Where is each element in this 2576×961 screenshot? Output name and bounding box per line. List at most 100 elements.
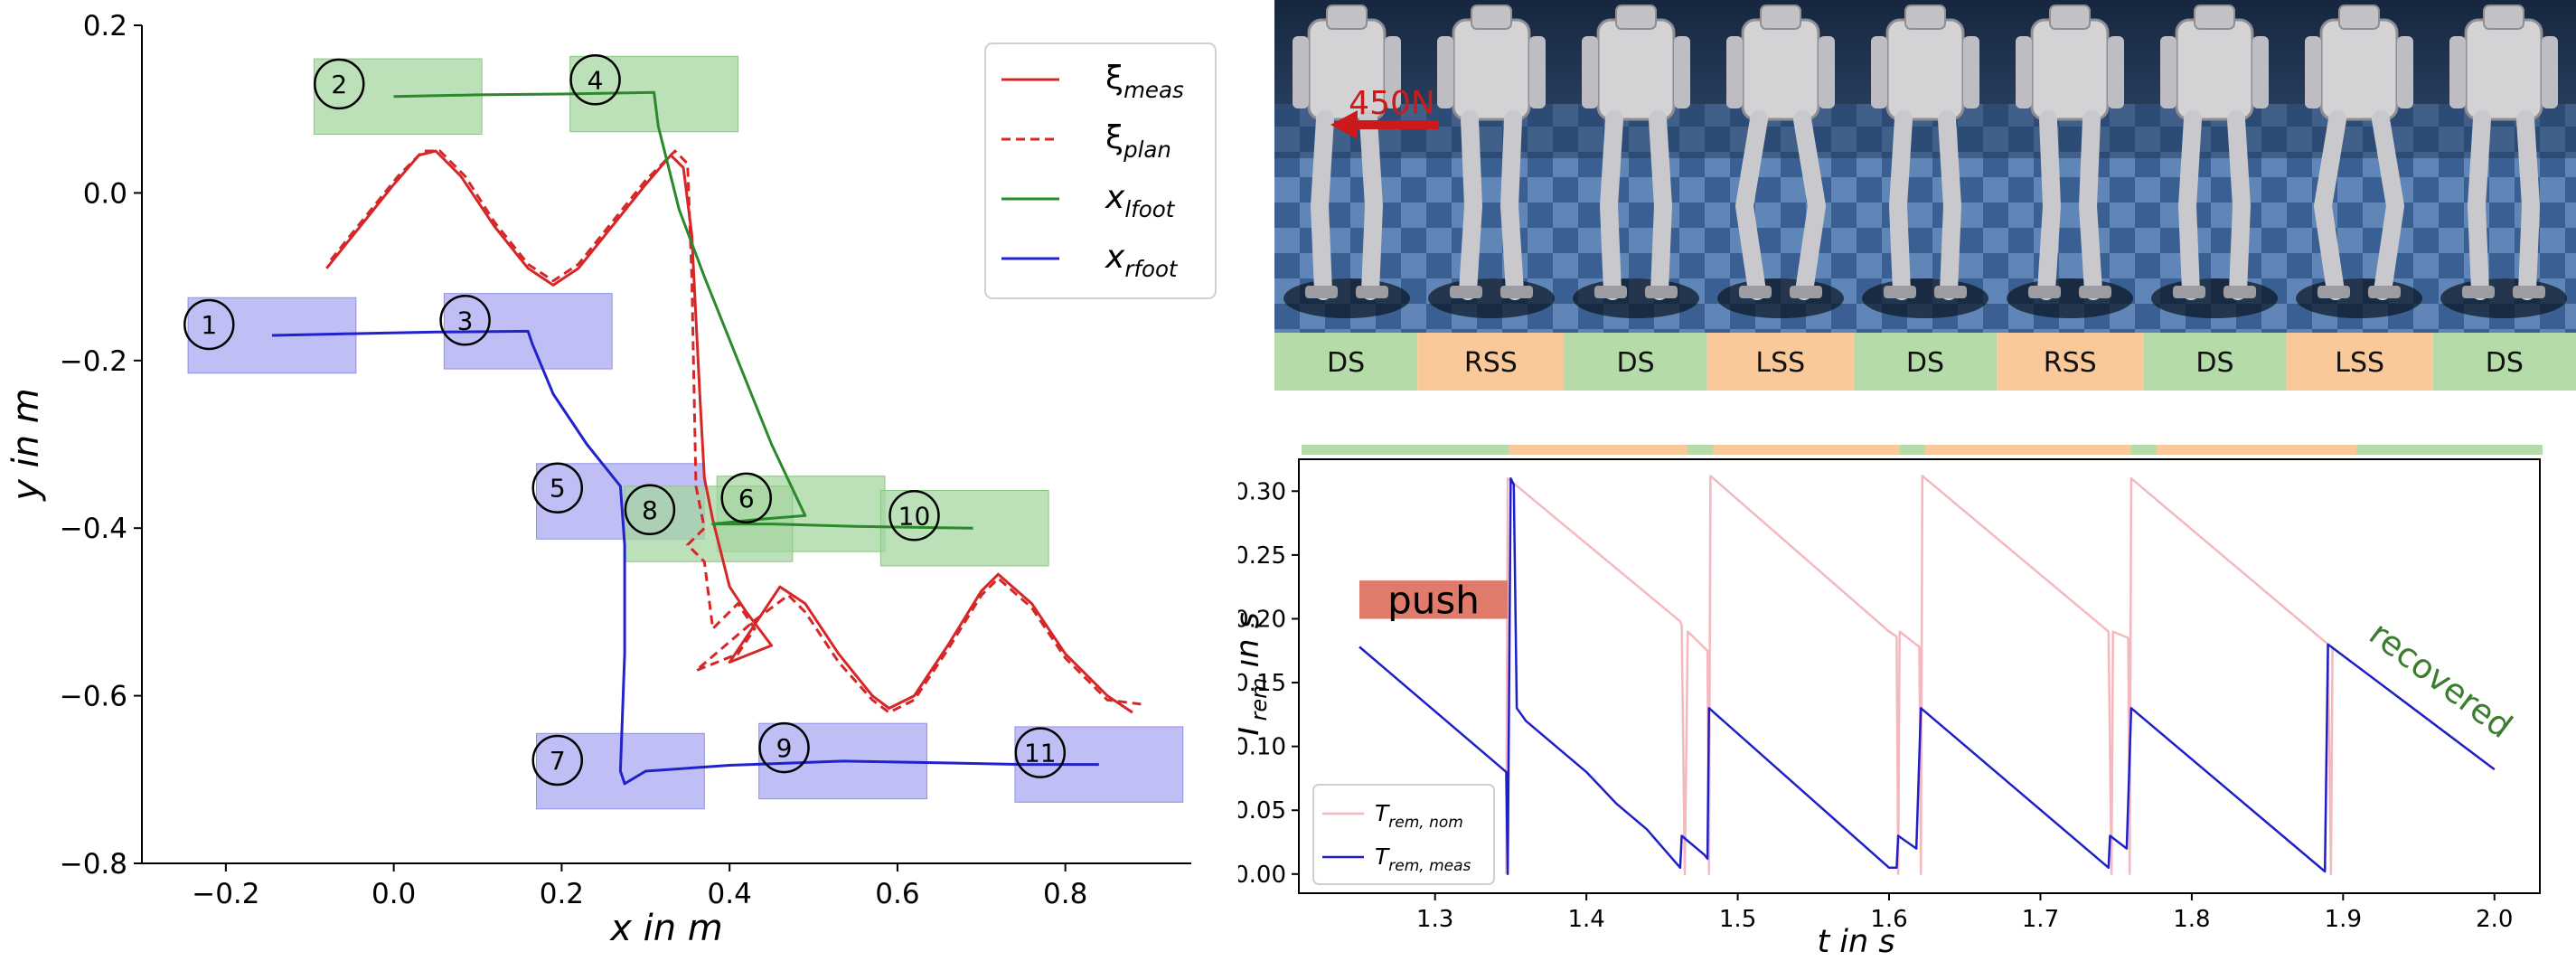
footstep-marker-3: [439, 295, 491, 346]
robot-foot-left: [1450, 286, 1482, 298]
phase-strip-3: [1687, 445, 1714, 455]
robot-leg-left: [2467, 110, 2491, 300]
phase-label-3: DS: [1616, 347, 1654, 379]
robot-shadow: [2296, 278, 2422, 318]
robot-head: [1326, 5, 1368, 30]
phase-label-7: DS: [2195, 347, 2233, 379]
phase-strip-8: [2157, 445, 2357, 455]
robot-foot-right: [1356, 286, 1388, 298]
robot-head: [2194, 5, 2235, 30]
robot-figure-3: [1573, 5, 1699, 318]
footstep-number-2: 2: [331, 70, 347, 99]
force-label: 450N: [1349, 85, 1435, 122]
robot-arm-left: [2160, 36, 2176, 108]
robot-arm-right: [1529, 36, 1546, 108]
x-tick-label: 1.4: [1567, 906, 1604, 933]
footstep-number-10: 10: [898, 501, 931, 531]
y-tick-label: 0.15: [1238, 670, 1286, 697]
legend-box: [1312, 784, 1495, 885]
phase-strip-1: [1302, 445, 1509, 455]
robot-leg-left: [2037, 110, 2062, 300]
robot-foot-right: [1934, 286, 1967, 298]
robot-shadow: [2151, 278, 2278, 318]
y-tick-label: 0.2: [83, 10, 127, 42]
robot-arm-left: [1437, 36, 1453, 108]
robot-head: [1471, 5, 1512, 30]
phase-cell-7: [2143, 333, 2287, 391]
x-tick-label: 1.8: [2173, 906, 2210, 933]
phase-cell-6: [1997, 333, 2144, 391]
x-tick-label: 0.6: [875, 878, 919, 910]
y-tick-label: −0.2: [60, 345, 127, 378]
robot-arm-left: [1871, 36, 1887, 108]
robot-torso: [1596, 18, 1676, 121]
legend-label-rfoot: xrfoot: [1105, 239, 1179, 282]
robot-figure-4: [1717, 5, 1844, 318]
series-line-T_rem_nom: [1505, 475, 2334, 876]
robot-arm-right: [1819, 36, 1835, 108]
robot-figure-6: [2007, 5, 2133, 318]
x-tick-label: 1.6: [1870, 906, 1907, 933]
robot-arm-right: [2108, 36, 2124, 108]
footstep-number-1: 1: [201, 310, 217, 340]
robot-arm-right: [2252, 36, 2269, 108]
robot-head: [1760, 5, 1801, 30]
robot-leg-right: [1793, 110, 1827, 300]
push-annotation-label: push: [1387, 578, 1480, 622]
robot-foot-left: [1305, 286, 1338, 298]
robot-torso: [1741, 18, 1820, 121]
legend-label-plan: ξplan: [1105, 119, 1171, 163]
legend-label-lfoot: xlfoot: [1105, 179, 1176, 222]
robot-arm-right: [1385, 36, 1401, 108]
robot-arm-left: [2449, 36, 2466, 108]
robot-figure-7: [2151, 5, 2278, 318]
phase-label-8: LSS: [2335, 347, 2384, 379]
y-tick-label: −0.4: [60, 513, 127, 545]
y-tick-label: 0.10: [1238, 734, 1286, 761]
robot-foot-left: [1884, 286, 1916, 298]
footstep-number-3: 3: [457, 306, 474, 335]
robot-head: [2338, 5, 2380, 30]
footstep-marker-9: [758, 721, 810, 774]
robot-leg-right: [1649, 110, 1673, 300]
phase-cell-1: [1274, 333, 1418, 391]
phase-strip-7: [2130, 445, 2158, 455]
phase-cell-5: [1853, 333, 1998, 391]
trajectory-chart: 1 2 3 4 5 6 7 8 9 10 11 −0.2 0.0 0.2 0.4 0.6 0.8 0.2 0.0 −0…: [5, 10, 1217, 949]
robot-foot-left: [2173, 286, 2205, 298]
robot-foot-right: [2513, 286, 2545, 298]
robot-foot-right: [2223, 286, 2256, 298]
footstep-marker-1: [183, 298, 235, 351]
robot-leg-left: [1599, 110, 1623, 300]
footstep-number-8: 8: [642, 495, 658, 525]
robot-foot-left: [2028, 286, 2061, 298]
robot-head: [2483, 5, 2524, 30]
robot-leg-left: [2313, 110, 2346, 300]
recovered-annotation-label: recovered: [2362, 614, 2519, 746]
robot-shadow: [1862, 278, 1988, 318]
footstep-marker-4: [569, 54, 621, 106]
y-tick-label: −0.8: [60, 848, 127, 881]
y-tick-label: 0.20: [1238, 606, 1286, 633]
robot-arm-left: [2016, 36, 2032, 108]
robot-leg-left: [2177, 110, 2202, 300]
robot-arm-right: [2397, 36, 2413, 108]
series-line-x_rfoot: [271, 329, 1099, 786]
robot-torso: [2464, 18, 2543, 121]
series-line-xi_plan: [329, 149, 1142, 714]
robot-foot-left: [1594, 286, 1627, 298]
footstep-number-7: 7: [550, 746, 566, 776]
phase-cell-8: [2286, 333, 2433, 391]
footstep-number-9: 9: [776, 733, 793, 763]
phase-label-2: RSS: [1464, 347, 1518, 379]
robot-head: [2049, 5, 2091, 30]
robot-leg-right: [2516, 110, 2541, 300]
phase-label-4: LSS: [1755, 347, 1805, 379]
robot-shadow: [2440, 278, 2567, 318]
x-axis-title: x in m: [608, 908, 723, 949]
legend-label-measT: Trem, meas: [1375, 843, 1471, 875]
robot-arm-left: [1582, 36, 1598, 108]
robot-leg-right: [2372, 110, 2405, 300]
robot-foot-right: [1500, 286, 1533, 298]
